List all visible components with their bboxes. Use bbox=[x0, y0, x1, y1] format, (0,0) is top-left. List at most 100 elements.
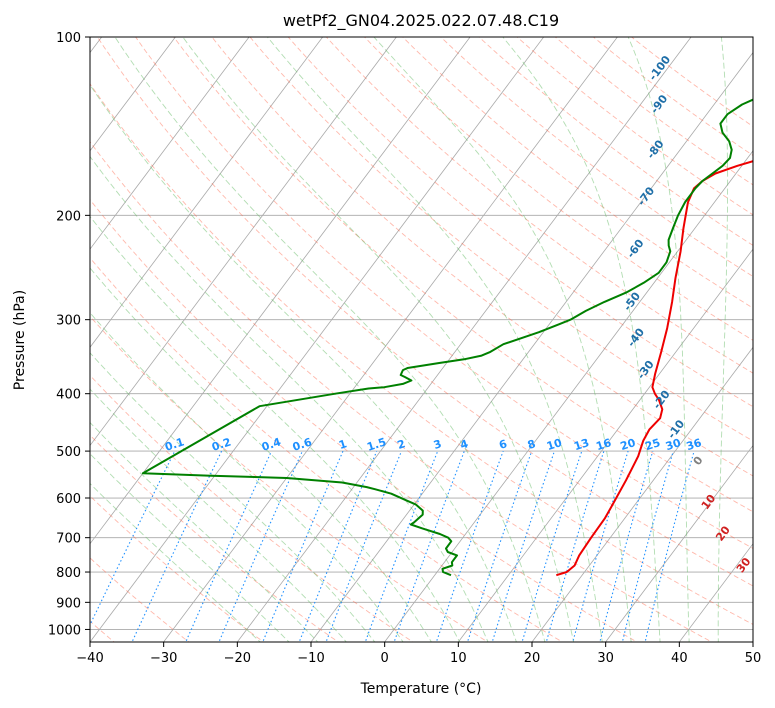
y-axis-ticks: 100 200 300 400 500 600 700 800 900 1000 bbox=[48, 31, 90, 638]
mixing-ratio-line bbox=[572, 450, 629, 642]
mixing-ratio-line bbox=[131, 450, 223, 642]
y-tick-label: 200 bbox=[56, 209, 81, 224]
isotherm-line bbox=[531, 346, 753, 642]
plot-area: -100-90-80-70-60-50-40-30-20-10 01020304… bbox=[90, 37, 753, 642]
dry-adiabat-line bbox=[96, 37, 753, 587]
moist-adiabat-line bbox=[90, 155, 489, 642]
isotherm-line bbox=[605, 444, 753, 642]
moist-adiabat-line bbox=[90, 388, 347, 642]
mixing-ratio-line bbox=[599, 450, 654, 642]
mixing-ratio-label: 36 bbox=[685, 436, 704, 453]
moist-adiabat-line bbox=[90, 453, 290, 642]
moist-adiabat-line bbox=[90, 215, 461, 642]
dry-adiabat-line bbox=[90, 141, 713, 642]
mixing-ratio-label: 13 bbox=[572, 436, 591, 453]
moist-adiabat-line bbox=[90, 84, 517, 642]
mixing-ratio-line bbox=[491, 450, 555, 642]
mixing-ratio-label: 4 bbox=[459, 437, 471, 452]
isotherm-line bbox=[90, 37, 545, 642]
mixing-ratio-line bbox=[364, 450, 439, 642]
dry-adiabat-line bbox=[90, 198, 638, 642]
moist-adiabat-line bbox=[90, 267, 432, 642]
isotherm-line bbox=[384, 150, 753, 642]
mixing-ratio-label: 8 bbox=[526, 437, 537, 452]
isotherm-line bbox=[236, 37, 692, 642]
dry-adiabat-line bbox=[90, 434, 340, 642]
mixing-ratio-label: 3 bbox=[432, 437, 443, 452]
moist-adiabat-line bbox=[182, 37, 575, 642]
mixing-ratio-label: 16 bbox=[594, 436, 613, 453]
moist-adiabat-line bbox=[502, 37, 661, 642]
mixing-ratio-label: 0.6 bbox=[291, 435, 314, 453]
moist-adiabat-line bbox=[90, 482, 261, 642]
mixing-ratio-line bbox=[298, 450, 378, 642]
chart-title: wetPf2_GN04.2025.022.07.48.C19 bbox=[283, 11, 559, 31]
isotherm-line bbox=[90, 37, 397, 447]
temperature-line bbox=[556, 160, 753, 577]
x-tick-label: 10 bbox=[450, 651, 467, 666]
x-tick-label: −40 bbox=[76, 651, 103, 666]
mixing-ratio-label: 1.5 bbox=[365, 435, 388, 453]
dry-adiabats bbox=[90, 37, 753, 642]
isotherm-line bbox=[310, 51, 753, 642]
mixing-ratio-label: 2 bbox=[396, 437, 407, 452]
dry-adiabat-line bbox=[287, 37, 753, 408]
mixing-ratio-lines bbox=[90, 450, 695, 642]
y-tick-label: 600 bbox=[56, 492, 81, 507]
dry-adiabat-line bbox=[90, 374, 414, 642]
moist-adiabat-line bbox=[114, 37, 546, 642]
dry-adiabat-line bbox=[135, 37, 753, 549]
dry-adiabat-line bbox=[90, 83, 753, 625]
dry-adiabat-line bbox=[90, 257, 564, 642]
mixing-ratio-line bbox=[262, 450, 344, 642]
mixing-ratio-line bbox=[466, 450, 533, 642]
mixing-ratio-line bbox=[325, 450, 403, 642]
moist-adiabat-line bbox=[90, 312, 404, 642]
x-tick-label: 20 bbox=[524, 651, 541, 666]
x-tick-label: 0 bbox=[381, 651, 389, 666]
mixing-ratio-label: 0.1 bbox=[163, 435, 186, 453]
dewpoint-line bbox=[141, 98, 753, 577]
y-tick-label: 300 bbox=[56, 314, 81, 329]
mixing-ratio-line bbox=[435, 450, 504, 642]
moist-adiabat-line bbox=[373, 37, 632, 642]
y-tick-label: 100 bbox=[56, 31, 81, 46]
isotherm-line bbox=[90, 37, 176, 152]
y-tick-label: 1000 bbox=[48, 623, 81, 638]
isotherm-line bbox=[163, 37, 618, 642]
dry-adiabat-line bbox=[173, 37, 753, 513]
mixing-ratio-label: 0.2 bbox=[210, 435, 233, 453]
isotherm-line bbox=[457, 248, 753, 642]
mixing-ratio-labels: 0.1 0.2 0.4 0.6 1 1.5 2 3 4 6 8 10 13 16 20 25 30 36 bbox=[163, 435, 703, 454]
x-axis-ticks: −40 −30 −20 −10 0 10 20 30 40 50 bbox=[76, 642, 761, 666]
moist-adiabat-line bbox=[267, 37, 603, 642]
mixing-ratio-label: 30 bbox=[664, 436, 683, 453]
y-tick-label: 500 bbox=[56, 445, 81, 460]
x-axis-label: Temperature (°C) bbox=[360, 681, 482, 697]
y-tick-label: 400 bbox=[56, 388, 81, 403]
x-tick-label: −30 bbox=[150, 651, 177, 666]
mixing-ratio-line bbox=[621, 450, 674, 642]
mixing-ratio-line bbox=[521, 450, 583, 642]
dry-adiabat-line bbox=[249, 37, 753, 442]
moist-adiabat-line bbox=[717, 37, 729, 642]
y-tick-label: 700 bbox=[56, 532, 81, 547]
y-tick-label: 900 bbox=[56, 596, 81, 611]
mixing-ratio-label: 6 bbox=[497, 437, 509, 452]
y-tick-label: 800 bbox=[56, 566, 81, 581]
mixing-ratio-label: 1 bbox=[337, 437, 348, 452]
sounding-series bbox=[141, 98, 753, 577]
mixing-ratio-line bbox=[393, 450, 465, 642]
mixing-ratio-label: 25 bbox=[643, 436, 662, 453]
y-axis-label: Pressure (hPa) bbox=[12, 290, 28, 390]
dry-adiabat-line bbox=[402, 37, 753, 309]
mixing-ratio-label: 0.4 bbox=[260, 435, 283, 453]
x-tick-label: −20 bbox=[224, 651, 251, 666]
mixing-ratio-line bbox=[545, 450, 605, 642]
x-tick-label: −10 bbox=[297, 651, 324, 666]
x-tick-label: 50 bbox=[745, 651, 762, 666]
plot-frame bbox=[89, 36, 754, 643]
pressure-gridlines bbox=[90, 37, 753, 630]
mixing-ratio-label: 20 bbox=[619, 436, 638, 453]
